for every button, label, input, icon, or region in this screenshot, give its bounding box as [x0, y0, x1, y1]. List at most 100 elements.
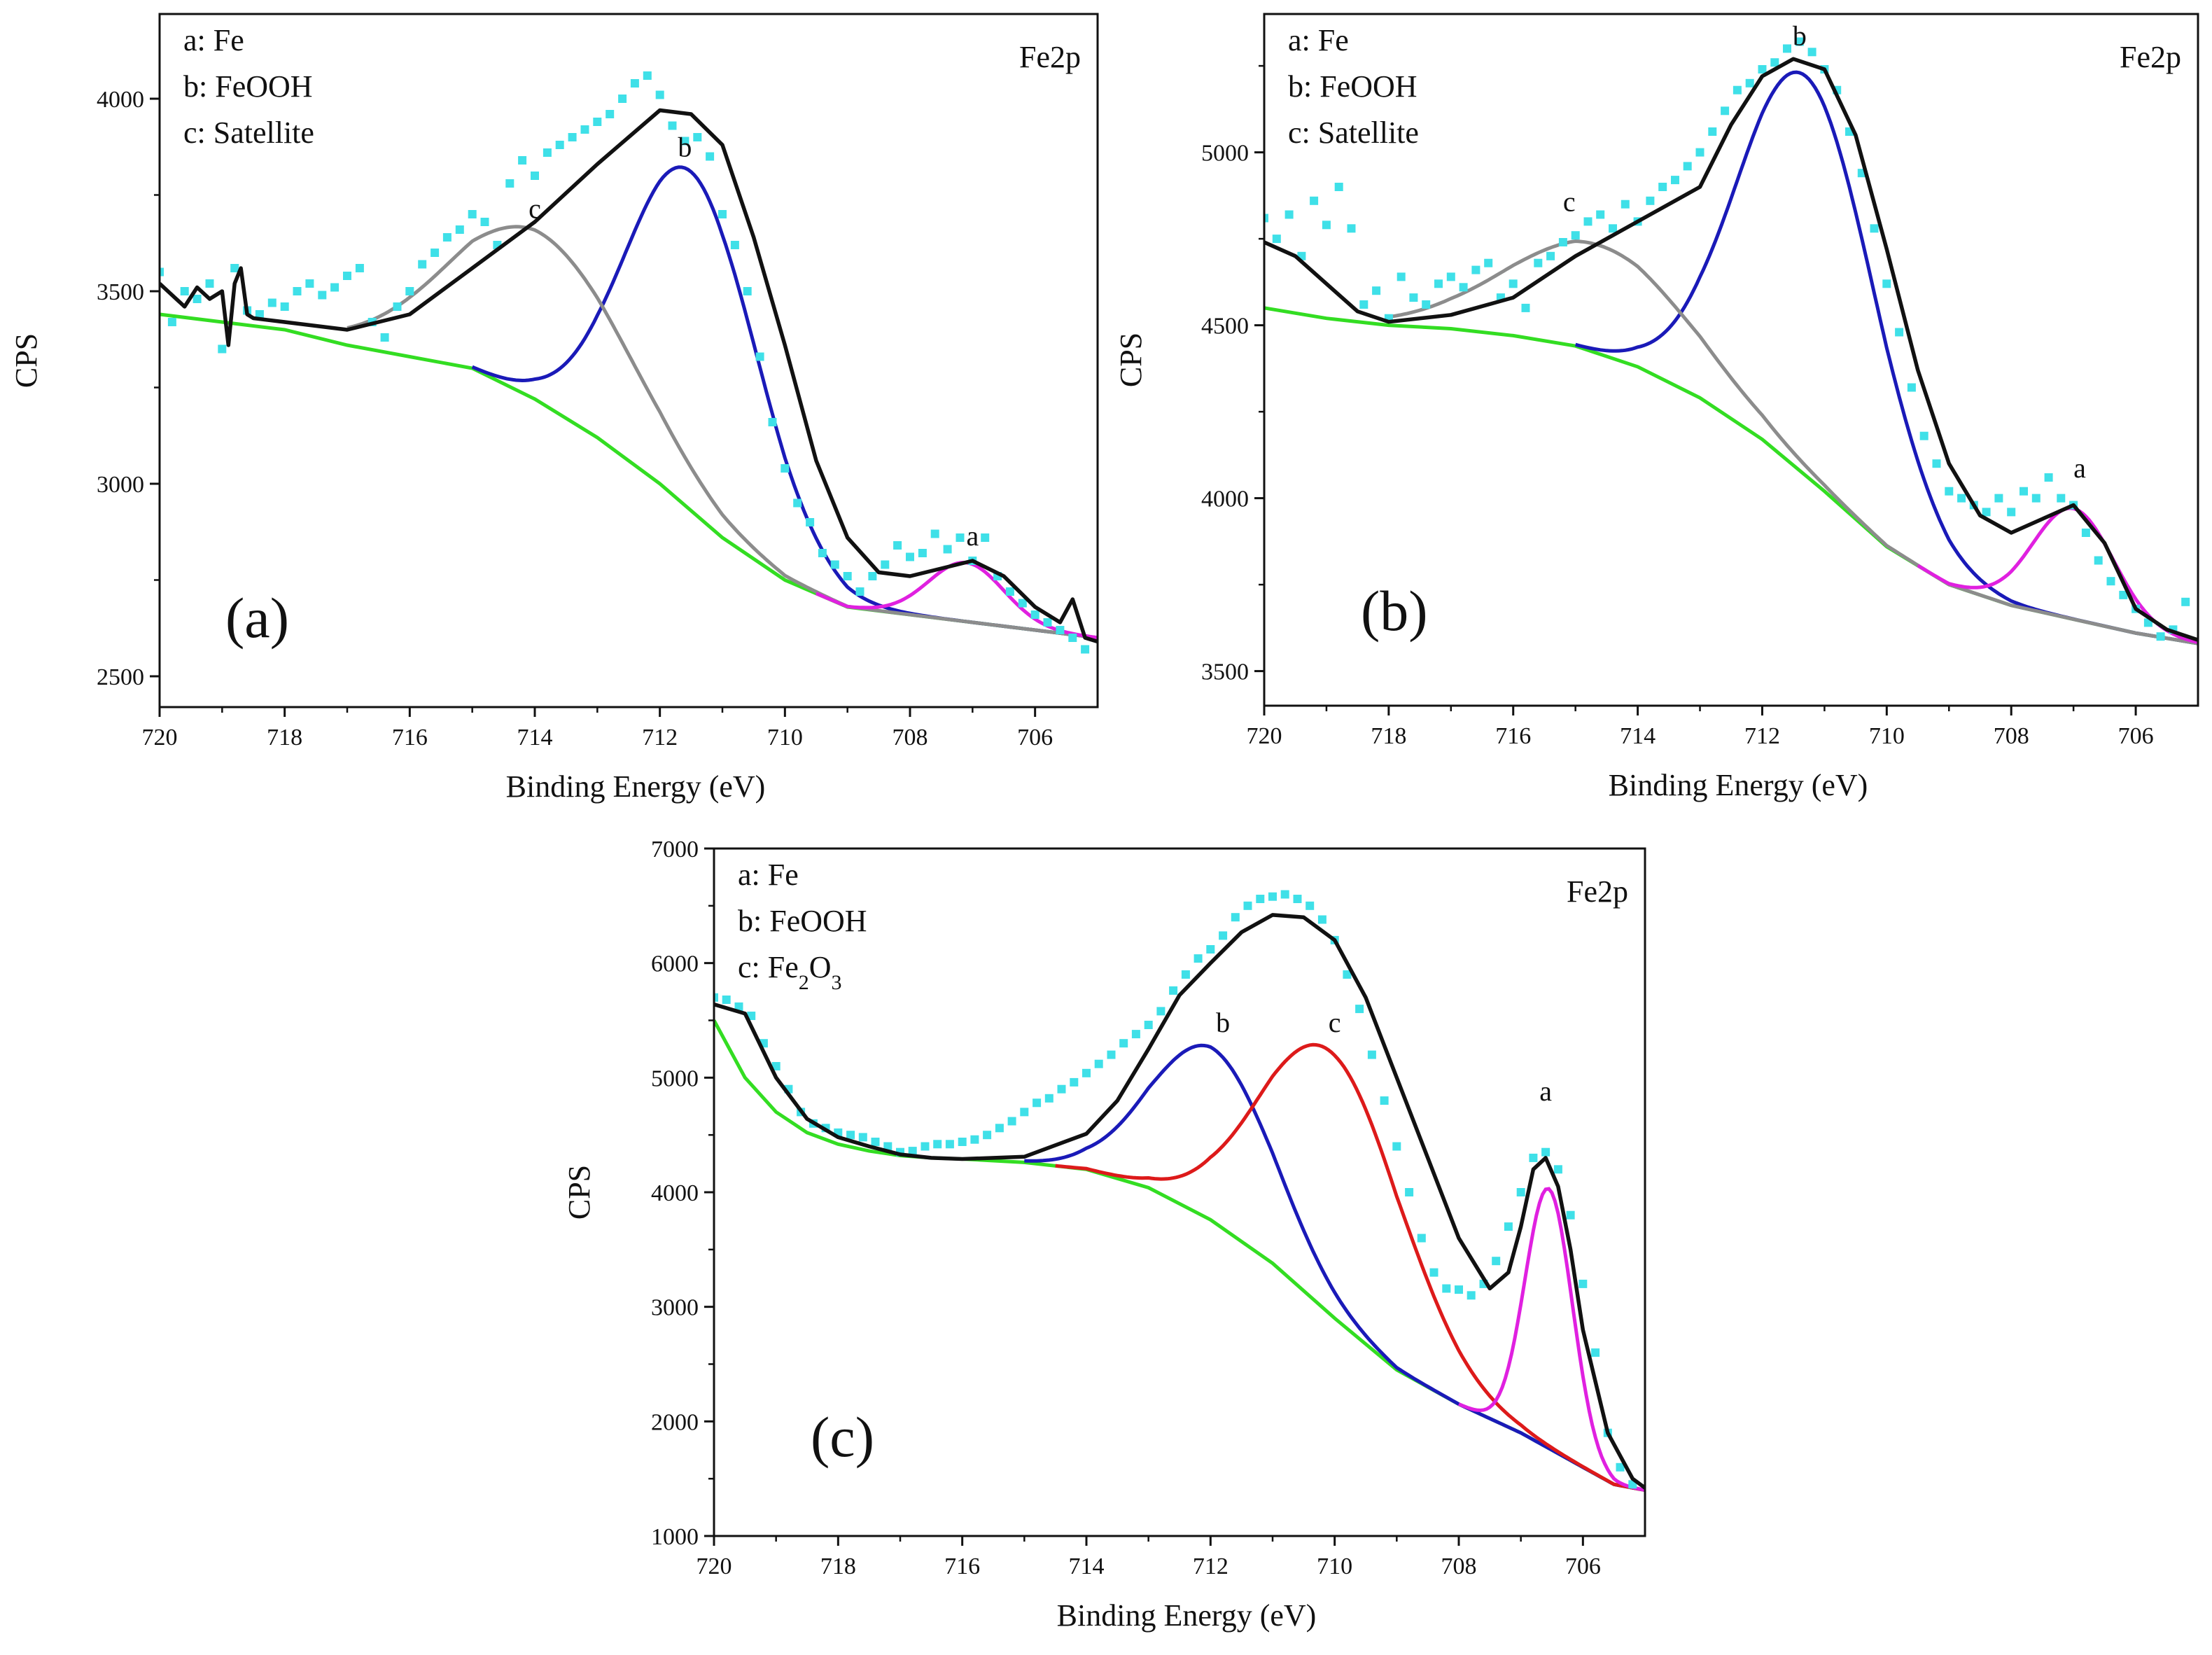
- data-point: [1005, 587, 1014, 596]
- data-point: [255, 310, 264, 319]
- legend-text-part: c: Fe: [738, 950, 799, 984]
- data-point: [2119, 590, 2128, 599]
- data-point: [930, 529, 939, 538]
- panel-label: (a): [225, 586, 289, 650]
- panel-label: (c): [811, 1405, 874, 1469]
- data-point: [318, 291, 327, 300]
- data-point: [380, 333, 389, 342]
- x-tick-label: 716: [392, 725, 428, 750]
- data-point: [1783, 44, 1791, 53]
- data-point: [1571, 231, 1580, 240]
- background-curve: [160, 312, 1098, 640]
- y-tick-label: 4000: [1201, 487, 1249, 512]
- data-point: [1434, 279, 1443, 288]
- component-feooh-curve: [1575, 70, 2198, 645]
- data-point: [1256, 895, 1265, 903]
- data-point: [1945, 487, 1954, 496]
- legend-entry: b: FeOOH: [1288, 69, 1418, 104]
- data-point: [881, 560, 890, 569]
- data-point: [542, 148, 552, 157]
- data-point: [918, 549, 927, 557]
- data-point: [1578, 1279, 1588, 1288]
- data-point: [780, 464, 790, 473]
- data-point: [1658, 183, 1667, 191]
- x-tick-label: 720: [696, 1553, 732, 1579]
- x-tick-label: 716: [944, 1553, 980, 1579]
- legend-text-part: O: [809, 950, 832, 984]
- data-point: [1280, 890, 1289, 899]
- y-axis-title: CPS: [1114, 333, 1148, 387]
- data-point: [2031, 494, 2040, 503]
- peak-label: b: [1793, 20, 1807, 51]
- data-point: [1359, 300, 1368, 309]
- data-point: [393, 302, 402, 311]
- data-point: [1471, 265, 1480, 274]
- data-point: [1367, 1050, 1376, 1059]
- data-point: [1310, 196, 1319, 205]
- data-point: [1609, 224, 1617, 233]
- data-point: [418, 260, 427, 269]
- data-point: [1758, 65, 1767, 74]
- data-point: [593, 118, 602, 126]
- data-point: [1745, 78, 1754, 88]
- data-point: [855, 587, 864, 596]
- data-point: [1396, 272, 1406, 281]
- data-point: [1795, 37, 1804, 46]
- data-point: [2181, 597, 2190, 606]
- data-point: [1422, 300, 1431, 309]
- data-point: [1546, 251, 1555, 260]
- data-point: [1455, 1285, 1463, 1294]
- component-satellite-curve: [1388, 239, 2198, 645]
- data-point: [568, 133, 577, 141]
- data-point: [267, 298, 276, 307]
- data-point: [2081, 529, 2090, 537]
- data-point: [2094, 556, 2103, 565]
- data-point: [893, 541, 902, 550]
- data-point: [1030, 610, 1040, 619]
- data-point: [1219, 931, 1228, 940]
- data-point: [2057, 494, 2066, 503]
- component-satellite-curve: [346, 225, 1098, 640]
- data-point: [1895, 328, 1904, 337]
- x-tick-label: 712: [1193, 1553, 1228, 1579]
- x-tick-label: 718: [820, 1553, 856, 1579]
- legend-subscript: 2: [799, 971, 809, 994]
- x-tick-label: 710: [767, 725, 803, 750]
- data-point: [1070, 1077, 1079, 1087]
- data-point: [160, 267, 164, 277]
- data-point: [1181, 970, 1190, 979]
- data-point: [1683, 162, 1692, 171]
- plot-frame: [1263, 13, 2199, 707]
- data-point: [714, 993, 718, 1002]
- data-point: [2007, 508, 2016, 517]
- panel-a-chart: 720 718 716 714 712 710 708 706 2500 3000 3500 4000…: [9, 13, 1099, 804]
- data-point: [1343, 970, 1352, 979]
- data-point: [343, 272, 351, 280]
- data-point: [405, 287, 414, 295]
- legend-entry: c: Satellite: [1288, 116, 1419, 150]
- envelope-curve: [1264, 57, 2198, 642]
- x-tick-label: 718: [267, 725, 302, 750]
- panel-c-chart: 720 718 716 714 712 710 708 706 1000 2000 3000 4000…: [562, 837, 1646, 1633]
- y-tick-label: 4500: [1201, 314, 1249, 340]
- y-tick-label: 3500: [1201, 659, 1249, 685]
- data-point: [970, 1135, 979, 1144]
- data-point: [1405, 1188, 1414, 1196]
- data-point: [1082, 1068, 1091, 1077]
- legend-entry: b: FeOOH: [738, 904, 867, 938]
- data-point: [1732, 85, 1742, 95]
- peak-label: c: [1563, 186, 1576, 218]
- data-point: [580, 125, 589, 134]
- envelope-curve: [714, 913, 1645, 1490]
- plot-area: [714, 890, 1645, 1492]
- data-point: [1056, 626, 1065, 634]
- data-point: [1372, 286, 1381, 295]
- data-point: [1131, 1030, 1140, 1039]
- data-point: [1107, 1050, 1116, 1059]
- data-point: [455, 225, 464, 234]
- data-point: [167, 318, 176, 326]
- data-point: [868, 572, 877, 580]
- legend-entry: c: Satellite: [183, 116, 314, 150]
- y-tick-label: 5000: [651, 1066, 699, 1091]
- y-tick-label: 3000: [97, 472, 144, 498]
